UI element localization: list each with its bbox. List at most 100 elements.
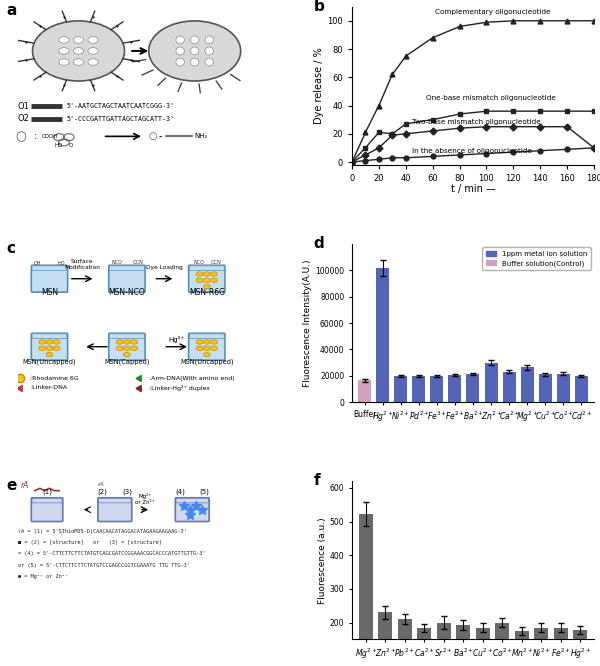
Bar: [521, 367, 533, 402]
Text: ○: ○: [149, 131, 157, 141]
Circle shape: [149, 21, 241, 81]
Circle shape: [196, 272, 203, 276]
Text: MSN(Uncapped): MSN(Uncapped): [23, 358, 76, 365]
Text: MSN(Capped): MSN(Capped): [104, 358, 149, 365]
Text: MSN(Uncapped): MSN(Uncapped): [180, 358, 233, 365]
Ellipse shape: [73, 48, 83, 54]
Text: d: d: [313, 236, 324, 251]
Text: NCO: NCO: [193, 260, 205, 266]
Text: OH: OH: [34, 261, 41, 266]
Bar: [358, 380, 371, 402]
FancyBboxPatch shape: [109, 333, 145, 360]
FancyBboxPatch shape: [175, 498, 209, 521]
Text: :Linker-Hg²⁺ duplex: :Linker-Hg²⁺ duplex: [149, 385, 209, 391]
Circle shape: [39, 346, 46, 350]
Bar: [430, 376, 443, 402]
Text: MSN-R6G: MSN-R6G: [189, 288, 225, 297]
Ellipse shape: [205, 47, 214, 55]
Text: (1): (1): [42, 489, 52, 496]
Circle shape: [116, 340, 123, 344]
Text: rA: rA: [98, 482, 105, 487]
Text: -: -: [158, 131, 162, 141]
Text: :Rhodamine 6G: :Rhodamine 6G: [30, 376, 79, 381]
Bar: [417, 627, 431, 666]
Bar: [476, 627, 490, 666]
FancyBboxPatch shape: [109, 334, 145, 338]
Text: O1: O1: [18, 102, 30, 111]
Circle shape: [46, 352, 53, 357]
FancyBboxPatch shape: [98, 498, 132, 521]
FancyBboxPatch shape: [109, 265, 145, 292]
Ellipse shape: [190, 36, 199, 44]
Text: e: e: [6, 478, 16, 493]
Bar: [412, 376, 425, 402]
Circle shape: [211, 340, 217, 344]
FancyBboxPatch shape: [32, 334, 67, 338]
Circle shape: [196, 278, 203, 282]
Circle shape: [203, 346, 210, 350]
Text: Dye Loading: Dye Loading: [146, 265, 183, 270]
Text: or (5) = 5'-CTTCTTCTTCTATGTCCGAGCCGGTCGAAATG TTG TTG-3': or (5) = 5'-CTTCTTCTTCTATGTCCGAGCCGGTCGA…: [18, 563, 190, 567]
Text: rA = (1) = 5'SThioMO5-D(CAACAACATAGGACATAGAAGAAGAAG-3': rA = (1) = 5'SThioMO5-D(CAACAACATAGGACAT…: [18, 529, 187, 534]
Ellipse shape: [176, 36, 184, 44]
Text: One-base mismatch oligonucleotide: One-base mismatch oligonucleotide: [426, 95, 556, 101]
Circle shape: [196, 346, 203, 350]
FancyBboxPatch shape: [188, 265, 225, 292]
Text: (3): (3): [122, 489, 132, 496]
Text: (5): (5): [199, 489, 209, 496]
Bar: [485, 362, 497, 402]
Text: = (4) = 5'-CTTCTTCTTCTATGTCAGCGATCCGGAAACGGCACCCATGTTGTTG-3': = (4) = 5'-CTTCTTCTTCTATGTCAGCGATCCGGAAA…: [18, 551, 205, 557]
Text: MSN-NCO: MSN-NCO: [109, 288, 145, 297]
Text: Mg²⁺
or Zn²⁺: Mg²⁺ or Zn²⁺: [135, 494, 155, 505]
Ellipse shape: [59, 48, 69, 54]
Text: HO: HO: [55, 143, 62, 149]
Text: b: b: [313, 0, 324, 14]
Circle shape: [131, 340, 137, 344]
Text: NCO: NCO: [111, 260, 122, 266]
Circle shape: [124, 352, 130, 357]
FancyBboxPatch shape: [176, 498, 208, 503]
Circle shape: [203, 340, 210, 344]
Circle shape: [124, 340, 130, 344]
Ellipse shape: [73, 59, 83, 65]
FancyBboxPatch shape: [31, 498, 63, 521]
Bar: [448, 375, 461, 402]
Text: OCN: OCN: [133, 260, 144, 266]
Circle shape: [32, 21, 124, 81]
Circle shape: [131, 346, 137, 350]
Bar: [456, 625, 470, 666]
Ellipse shape: [205, 58, 214, 66]
FancyBboxPatch shape: [31, 265, 68, 292]
Text: ● = Mg²⁺ or Zn²⁺: ● = Mg²⁺ or Zn²⁺: [18, 573, 68, 579]
Circle shape: [53, 346, 60, 350]
Legend: 1ppm metal ion solution, Buffer solution(Control): 1ppm metal ion solution, Buffer solution…: [482, 247, 590, 270]
Text: :Arm-DNA(With amino end): :Arm-DNA(With amino end): [149, 376, 235, 381]
Text: 5'-AATGCTAGCTAATCAATCGGG-3': 5'-AATGCTAGCTAATCAATCGGG-3': [67, 103, 175, 109]
Ellipse shape: [176, 58, 184, 66]
Text: Hg²⁺: Hg²⁺: [169, 336, 185, 343]
X-axis label: t / min —: t / min —: [451, 184, 496, 194]
Circle shape: [116, 346, 123, 350]
Text: ○: ○: [15, 130, 26, 143]
Circle shape: [203, 284, 210, 289]
Bar: [539, 374, 552, 402]
Circle shape: [46, 340, 53, 344]
FancyBboxPatch shape: [109, 266, 145, 270]
Y-axis label: Fluorescence (a.u.): Fluorescence (a.u.): [318, 517, 327, 603]
FancyBboxPatch shape: [190, 266, 224, 270]
FancyBboxPatch shape: [31, 333, 68, 360]
Bar: [398, 619, 412, 666]
Bar: [495, 623, 509, 666]
Ellipse shape: [190, 47, 199, 55]
Ellipse shape: [88, 37, 98, 43]
Text: HO: HO: [58, 261, 65, 266]
Text: Two-base mismatch oligonucleotide: Two-base mismatch oligonucleotide: [412, 119, 541, 125]
Text: 5'-CCCGATTGATTAGCTAGCATT-3': 5'-CCCGATTGATTAGCTAGCATT-3': [67, 116, 175, 122]
Bar: [376, 268, 389, 402]
FancyBboxPatch shape: [32, 266, 67, 270]
Circle shape: [211, 346, 217, 350]
Ellipse shape: [205, 36, 214, 44]
FancyBboxPatch shape: [98, 498, 131, 503]
FancyBboxPatch shape: [190, 334, 224, 338]
Text: a: a: [6, 3, 16, 19]
